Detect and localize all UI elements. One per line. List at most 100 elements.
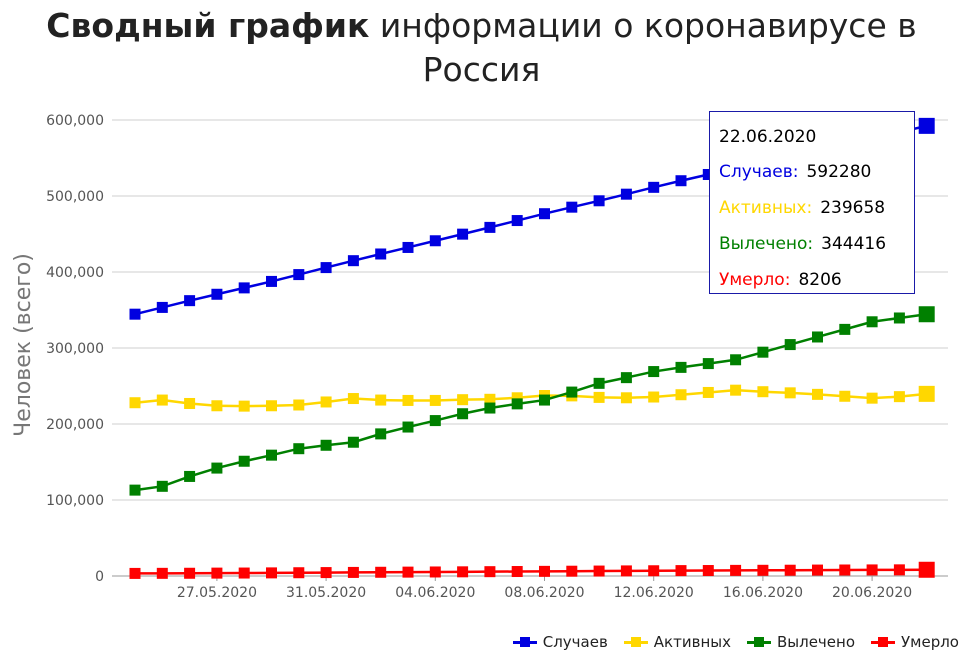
data-point[interactable] [293, 567, 305, 579]
data-point[interactable] [893, 564, 905, 576]
data-point[interactable] [648, 391, 660, 403]
data-point[interactable] [784, 387, 796, 399]
data-point[interactable] [375, 248, 387, 260]
data-point[interactable] [320, 396, 332, 408]
data-point[interactable] [457, 394, 469, 406]
data-point[interactable] [918, 306, 935, 323]
data-point[interactable] [675, 389, 687, 401]
data-point[interactable] [675, 565, 687, 577]
data-point[interactable] [266, 567, 277, 579]
data-point[interactable] [184, 295, 196, 307]
data-point[interactable] [812, 331, 823, 343]
data-point[interactable] [866, 316, 878, 328]
data-point[interactable] [429, 394, 441, 406]
data-point[interactable] [320, 262, 332, 274]
data-point[interactable] [648, 181, 660, 193]
data-point[interactable] [593, 391, 605, 403]
data-point[interactable] [429, 566, 441, 578]
data-point[interactable] [375, 428, 387, 440]
data-point[interactable] [812, 388, 823, 400]
data-point[interactable] [211, 400, 223, 412]
data-point[interactable] [702, 565, 714, 577]
data-point[interactable] [620, 188, 632, 200]
data-point[interactable] [839, 390, 851, 402]
data-point[interactable] [702, 358, 714, 370]
data-point[interactable] [347, 436, 359, 448]
data-point[interactable] [156, 480, 168, 492]
data-point[interactable] [757, 564, 769, 576]
legend-item-cases[interactable]: Случаев [512, 633, 608, 651]
data-point[interactable] [429, 235, 441, 247]
legend-item-recovered[interactable]: Вылечено [746, 633, 855, 651]
data-point[interactable] [266, 400, 277, 412]
data-point[interactable] [839, 323, 851, 335]
data-point[interactable] [129, 397, 141, 409]
data-point[interactable] [511, 392, 523, 404]
data-point[interactable] [539, 208, 550, 220]
data-point[interactable] [293, 443, 305, 455]
data-point[interactable] [484, 566, 496, 578]
data-point[interactable] [784, 339, 796, 351]
data-point[interactable] [347, 393, 359, 405]
data-point[interactable] [238, 455, 250, 467]
data-point[interactable] [757, 346, 769, 358]
data-point[interactable] [211, 567, 223, 579]
data-point[interactable] [484, 221, 496, 233]
data-point[interactable] [511, 566, 523, 578]
data-point[interactable] [184, 470, 196, 482]
data-point[interactable] [757, 386, 769, 398]
data-point[interactable] [375, 566, 387, 578]
data-point[interactable] [675, 175, 687, 187]
data-point[interactable] [347, 566, 359, 578]
data-point[interactable] [429, 415, 441, 427]
data-point[interactable] [620, 565, 632, 577]
data-point[interactable] [893, 391, 905, 403]
data-point[interactable] [730, 354, 742, 366]
data-point[interactable] [593, 195, 605, 207]
data-point[interactable] [648, 565, 660, 577]
data-point[interactable] [129, 308, 141, 320]
data-point[interactable] [156, 394, 168, 406]
data-point[interactable] [293, 399, 305, 411]
data-point[interactable] [402, 241, 414, 253]
data-point[interactable] [238, 282, 250, 294]
data-point[interactable] [320, 567, 332, 579]
data-point[interactable] [402, 394, 414, 406]
data-point[interactable] [211, 288, 223, 300]
data-point[interactable] [566, 565, 578, 577]
data-point[interactable] [266, 275, 277, 287]
data-point[interactable] [593, 565, 605, 577]
data-point[interactable] [375, 394, 387, 406]
data-point[interactable] [539, 394, 550, 406]
data-point[interactable] [702, 168, 714, 180]
data-point[interactable] [211, 462, 223, 474]
data-point[interactable] [566, 201, 578, 213]
data-point[interactable] [866, 392, 878, 404]
data-point[interactable] [648, 366, 660, 378]
data-point[interactable] [784, 564, 796, 576]
data-point[interactable] [347, 255, 359, 267]
data-point[interactable] [129, 567, 141, 579]
data-point[interactable] [238, 400, 250, 412]
data-point[interactable] [457, 228, 469, 240]
data-point[interactable] [293, 269, 305, 281]
data-point[interactable] [730, 564, 742, 576]
data-point[interactable] [511, 398, 523, 410]
data-point[interactable] [918, 385, 935, 402]
data-point[interactable] [402, 566, 414, 578]
legend-item-deaths[interactable]: Умерло [871, 633, 959, 651]
data-point[interactable] [702, 386, 714, 398]
data-point[interactable] [484, 393, 496, 405]
data-point[interactable] [184, 397, 196, 409]
data-point[interactable] [730, 384, 742, 396]
data-point[interactable] [593, 377, 605, 389]
data-point[interactable] [184, 567, 196, 579]
data-point[interactable] [457, 408, 469, 420]
data-point[interactable] [918, 117, 935, 134]
data-point[interactable] [402, 421, 414, 433]
data-point[interactable] [539, 565, 550, 577]
data-point[interactable] [893, 312, 905, 324]
data-point[interactable] [266, 449, 277, 461]
data-point[interactable] [320, 439, 332, 451]
data-point[interactable] [156, 301, 168, 313]
